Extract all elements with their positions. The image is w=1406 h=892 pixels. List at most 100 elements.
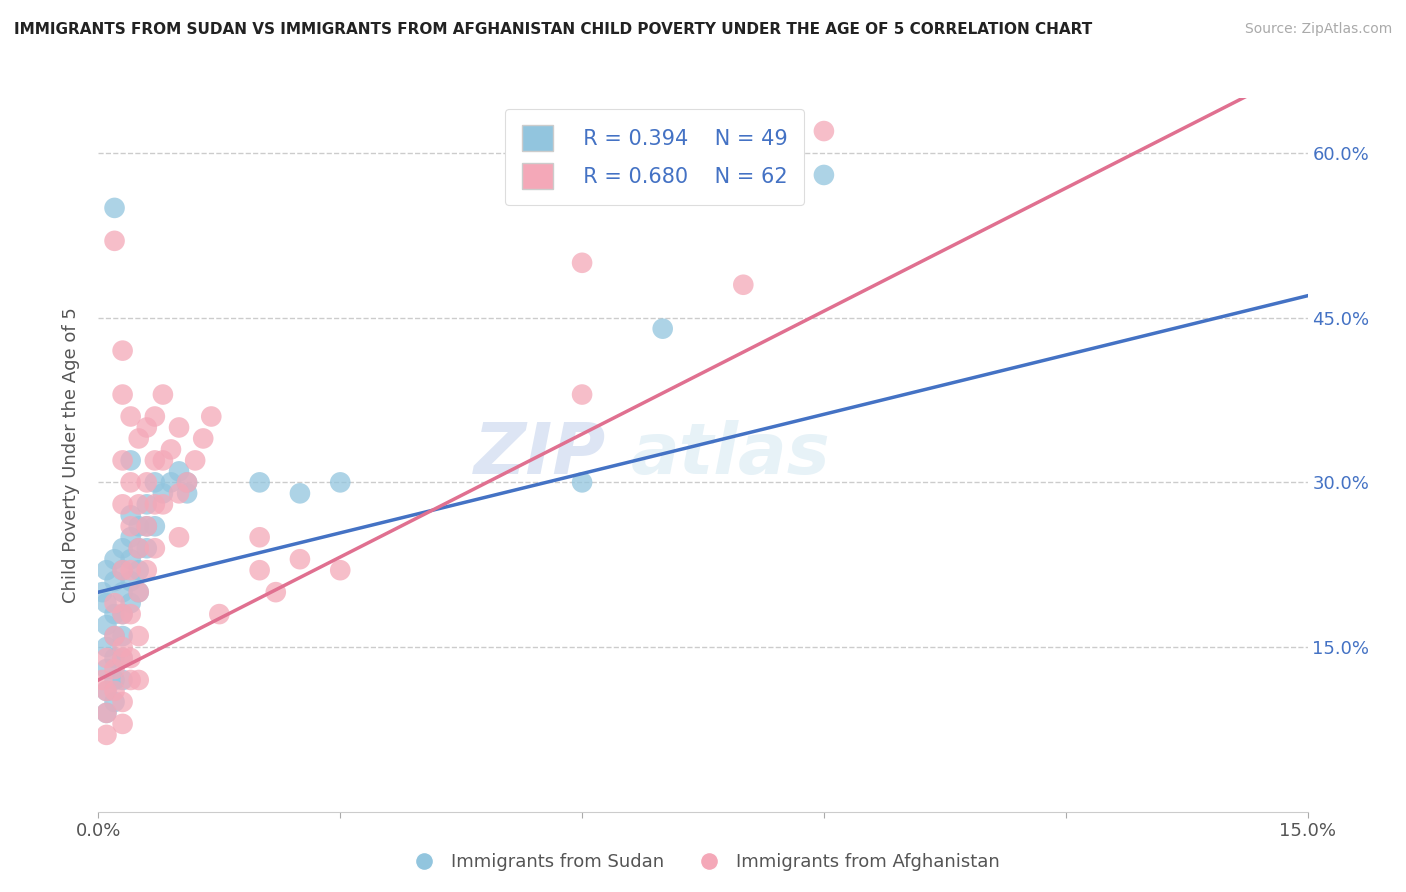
Point — [160, 442, 183, 457]
Point — [103, 552, 125, 566]
Point — [120, 409, 142, 424]
Point — [288, 552, 311, 566]
Point — [120, 453, 142, 467]
Point — [120, 596, 142, 610]
Point — [103, 574, 125, 589]
Point — [111, 695, 134, 709]
Point — [571, 256, 593, 270]
Point — [96, 728, 118, 742]
Point — [103, 201, 125, 215]
Point — [111, 640, 134, 654]
Point — [111, 541, 134, 556]
Point — [111, 607, 134, 621]
Point — [152, 387, 174, 401]
Point — [103, 684, 125, 698]
Point — [733, 277, 755, 292]
Point — [111, 343, 134, 358]
Point — [167, 420, 190, 434]
Point — [571, 475, 593, 490]
Point — [111, 673, 134, 687]
Point — [96, 596, 118, 610]
Point — [128, 497, 150, 511]
Point — [249, 475, 271, 490]
Point — [135, 519, 157, 533]
Point — [143, 497, 166, 511]
Point — [111, 651, 134, 665]
Point — [135, 497, 157, 511]
Point — [152, 486, 174, 500]
Legend: Immigrants from Sudan, Immigrants from Afghanistan: Immigrants from Sudan, Immigrants from A… — [399, 847, 1007, 879]
Point — [111, 563, 134, 577]
Point — [329, 563, 352, 577]
Point — [143, 409, 166, 424]
Point — [120, 552, 142, 566]
Point — [176, 486, 198, 500]
Point — [103, 607, 125, 621]
Point — [128, 585, 150, 599]
Point — [111, 387, 134, 401]
Point — [143, 453, 166, 467]
Point — [813, 168, 835, 182]
Point — [103, 673, 125, 687]
Legend:   R = 0.394    N = 49,   R = 0.680    N = 62: R = 0.394 N = 49, R = 0.680 N = 62 — [505, 109, 804, 205]
Point — [135, 420, 157, 434]
Point — [571, 387, 593, 401]
Point — [128, 673, 150, 687]
Point — [111, 497, 134, 511]
Point — [91, 673, 114, 687]
Point — [200, 409, 222, 424]
Point — [128, 629, 150, 643]
Point — [120, 673, 142, 687]
Point — [120, 563, 142, 577]
Point — [120, 519, 142, 533]
Point — [128, 563, 150, 577]
Point — [103, 651, 125, 665]
Point — [96, 706, 118, 720]
Point — [120, 508, 142, 523]
Point — [103, 662, 125, 676]
Point — [128, 432, 150, 446]
Point — [143, 519, 166, 533]
Point — [152, 497, 174, 511]
Point — [135, 519, 157, 533]
Text: atlas: atlas — [630, 420, 830, 490]
Point — [96, 684, 118, 698]
Point — [264, 585, 287, 599]
Point — [167, 464, 190, 478]
Point — [176, 475, 198, 490]
Point — [135, 563, 157, 577]
Point — [193, 432, 215, 446]
Point — [111, 717, 134, 731]
Point — [128, 519, 150, 533]
Point — [135, 475, 157, 490]
Point — [208, 607, 231, 621]
Point — [103, 629, 125, 643]
Point — [167, 486, 190, 500]
Point — [135, 541, 157, 556]
Text: ZIP: ZIP — [474, 420, 606, 490]
Point — [120, 607, 142, 621]
Point — [103, 695, 125, 709]
Point — [128, 585, 150, 599]
Point — [128, 541, 150, 556]
Point — [128, 541, 150, 556]
Point — [120, 530, 142, 544]
Point — [96, 640, 118, 654]
Point — [111, 563, 134, 577]
Point — [120, 475, 142, 490]
Point — [249, 563, 271, 577]
Point — [96, 706, 118, 720]
Point — [96, 651, 118, 665]
Point — [651, 321, 673, 335]
Point — [96, 618, 118, 632]
Point — [160, 475, 183, 490]
Y-axis label: Child Poverty Under the Age of 5: Child Poverty Under the Age of 5 — [62, 307, 80, 603]
Point — [152, 453, 174, 467]
Point — [120, 651, 142, 665]
Point — [96, 684, 118, 698]
Point — [103, 234, 125, 248]
Point — [143, 475, 166, 490]
Text: IMMIGRANTS FROM SUDAN VS IMMIGRANTS FROM AFGHANISTAN CHILD POVERTY UNDER THE AGE: IMMIGRANTS FROM SUDAN VS IMMIGRANTS FROM… — [14, 22, 1092, 37]
Point — [96, 563, 118, 577]
Point — [111, 629, 134, 643]
